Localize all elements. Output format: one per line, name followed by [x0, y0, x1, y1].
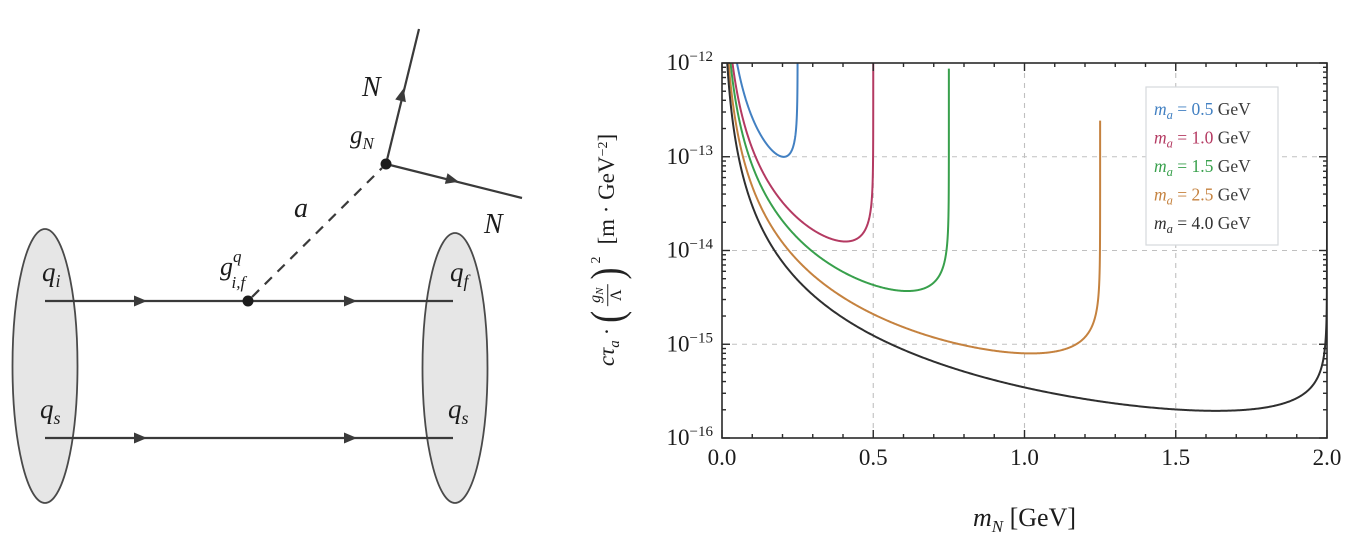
incoming-hadron-blob: [11, 228, 79, 504]
x-axis-label: mN [GeV]: [973, 503, 1076, 536]
outgoing-quark-bottom-label: qs: [448, 394, 469, 428]
x-tick-label: 2.0: [1313, 445, 1342, 470]
arrow-icon: [134, 295, 147, 307]
incoming-quark-bottom-label: qs: [40, 394, 61, 428]
y-axis-label: cτa · ( gN Λ ) 2 [m · GeV−2]: [582, 133, 632, 367]
axis-ticks: [721, 62, 1328, 439]
x-tick-label: 1.5: [1161, 445, 1190, 470]
lower-N-label: N: [483, 209, 504, 240]
curve-ma-4.0-GeV: [726, 63, 1327, 412]
curves: [726, 63, 1327, 412]
incoming-quark-top-label: qi: [42, 257, 61, 291]
axion-label: a: [294, 193, 308, 224]
legend-box: [1145, 86, 1279, 246]
feynman-diagram: qi qs qf qs a gq i,f gN N N: [11, 28, 523, 504]
quark-coupling-label: gq i,f: [220, 247, 247, 292]
arrow-icon: [134, 432, 147, 444]
legend-entry-4.0: ma = 4.0 GeV: [1154, 213, 1251, 236]
y-tick-label: 10−13: [667, 143, 713, 169]
y-tick-label: 10−16: [667, 424, 714, 450]
legend-entry-0.5: ma = 0.5 GeV: [1154, 99, 1251, 122]
upper-N-label: N: [361, 72, 382, 103]
outgoing-quark-top-label: qf: [450, 257, 472, 291]
cdot-symbol: ·: [594, 327, 619, 336]
curve-ma-1.0-GeV: [731, 63, 875, 243]
curve-ma-1.5-GeV: [729, 63, 950, 293]
legend-entry-1.0: ma = 1.0 GeV: [1154, 128, 1251, 151]
x-tick-label: 0.0: [708, 445, 737, 470]
x-tick-label: 0.5: [859, 445, 888, 470]
arrow-icon: [344, 295, 357, 307]
y-axis-unit: [m · GeV−2]: [594, 133, 619, 245]
N-coupling-label: gN: [350, 122, 376, 153]
y-tick-label: 10−15: [667, 330, 713, 356]
axion-N-vertex: [380, 158, 392, 170]
decay-length-plot: 0.0 0.5 1.0 1.5 2.0 10−12 10−13 10−14 10−15 10−16…: [667, 49, 1342, 536]
squared-exponent: 2: [589, 256, 605, 264]
x-tick-label: 1.0: [1010, 445, 1039, 470]
curve-ma-0.5-GeV: [735, 63, 799, 158]
curve-ma-2.5-GeV: [727, 63, 1102, 355]
arrow-icon: [344, 432, 357, 444]
arrow-icon: [395, 88, 406, 103]
legend: ma = 0.5 GeV ma = 1.0 GeV ma = 1.5 GeV ma =…: [1145, 86, 1279, 246]
legend-entry-1.5: ma = 1.5 GeV: [1154, 156, 1251, 179]
axion-propagator: [251, 167, 383, 298]
legend-entry-2.5: ma = 2.5 GeV: [1154, 185, 1251, 208]
ctau-symbol: cτ: [594, 347, 619, 367]
gN-over-Lambda-fraction: gN Λ: [587, 284, 626, 306]
quark-axion-vertex: [242, 295, 254, 307]
y-tick-label: 10−14: [667, 237, 714, 263]
arrow-icon: [444, 173, 459, 184]
y-tick-label: 10−12: [667, 49, 713, 75]
